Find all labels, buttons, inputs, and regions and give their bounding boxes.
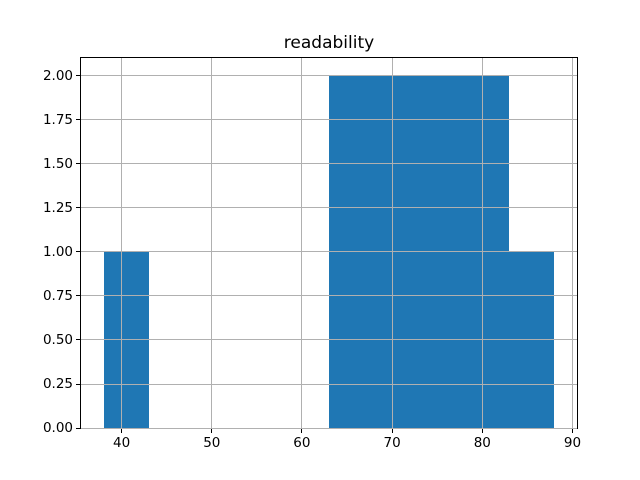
x-gridline bbox=[211, 58, 213, 428]
x-tick-label: 40 bbox=[113, 435, 131, 451]
y-tick-label: 0.75 bbox=[42, 287, 73, 304]
y-tick-label: 2.00 bbox=[42, 67, 73, 84]
y-tick-label: 0.50 bbox=[42, 331, 73, 348]
y-tick-label: 0.25 bbox=[42, 376, 73, 392]
y-gridline bbox=[81, 119, 577, 121]
x-gridline bbox=[572, 58, 573, 428]
x-tick-label: 60 bbox=[293, 435, 311, 451]
y-gridline bbox=[81, 207, 577, 209]
y-tick-label: 1.00 bbox=[42, 243, 73, 260]
y-tick-label: 1.25 bbox=[42, 199, 73, 216]
plot-area: 40 50 60 70 80 90 0.00 0.25 0.50 0.75 1.00 1.25 1.50… bbox=[43, 57, 581, 451]
x-gridline bbox=[481, 58, 483, 428]
y-tick-mark bbox=[76, 75, 80, 77]
y-gridline bbox=[81, 251, 577, 253]
y-tick-label: 1.50 bbox=[42, 155, 73, 172]
x-tick-label: 90 bbox=[563, 435, 582, 451]
x-gridline bbox=[391, 58, 393, 428]
chart-title: readability bbox=[283, 33, 375, 53]
y-tick-mark bbox=[76, 251, 80, 253]
x-tick-label: 70 bbox=[383, 435, 401, 451]
y-gridline bbox=[81, 427, 577, 429]
y-tick-mark bbox=[76, 163, 80, 165]
y-tick-mark bbox=[76, 383, 80, 385]
x-tick-mark bbox=[211, 429, 213, 433]
x-tick-label: 80 bbox=[473, 435, 491, 451]
x-tick-mark bbox=[481, 429, 483, 433]
y-tick-mark bbox=[76, 207, 80, 209]
y-gridline bbox=[81, 75, 577, 77]
y-tick-mark bbox=[76, 339, 80, 341]
x-tick-mark bbox=[391, 429, 393, 433]
x-tick-mark bbox=[572, 429, 573, 433]
y-gridline bbox=[81, 295, 577, 297]
y-tick-label: 1.75 bbox=[42, 111, 73, 128]
x-tick-label: 50 bbox=[203, 435, 221, 451]
y-tick-label: 0.00 bbox=[42, 420, 73, 436]
x-tick-mark bbox=[301, 429, 303, 433]
y-gridline bbox=[81, 339, 577, 341]
y-tick-mark bbox=[76, 295, 80, 297]
x-gridline bbox=[121, 58, 123, 428]
y-tick-mark bbox=[76, 427, 80, 429]
x-gridline bbox=[301, 58, 303, 428]
y-gridline bbox=[81, 383, 577, 385]
x-tick-mark bbox=[121, 429, 123, 433]
y-tick-mark bbox=[76, 119, 80, 121]
y-gridline bbox=[81, 163, 577, 165]
